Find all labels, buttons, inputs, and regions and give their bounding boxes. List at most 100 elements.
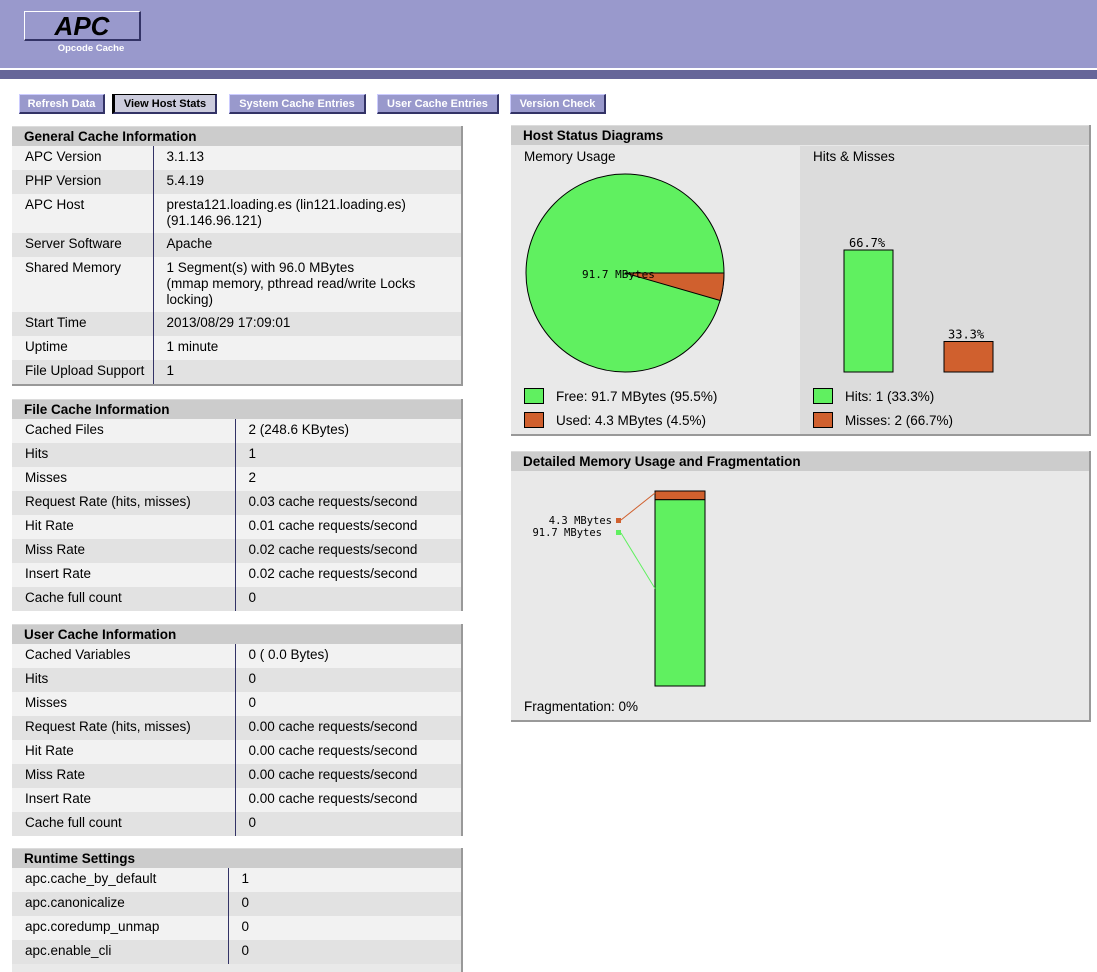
free-leader — [620, 532, 656, 589]
table-row: Start Time 2013/08/29 17:09:01 — [12, 312, 461, 336]
row-key: Insert Rate — [12, 563, 236, 587]
row-key: APC Host — [12, 194, 154, 233]
table-row: Hit Rate 0.00 cache requests/second — [12, 740, 461, 764]
bar-misses — [943, 341, 994, 373]
row-value: 0.00 cache requests/second — [235, 740, 461, 764]
row-value: 0 — [228, 940, 461, 964]
row-value: 2013/08/29 17:09:01 — [153, 312, 461, 336]
row-value: 0 — [235, 692, 461, 716]
logo-subtitle: Opcode Cache — [57, 43, 125, 54]
row-value: Apache — [153, 233, 461, 257]
used-leader — [620, 492, 656, 521]
detailed-memory-panel: Detailed Memory Usage and Fragmentation … — [511, 451, 1091, 722]
table-row: Insert Rate 0.00 cache requests/second — [12, 788, 461, 812]
table-row: Insert Rate 0.02 cache requests/second — [12, 563, 461, 587]
row-key: Miss Rate — [12, 764, 236, 788]
pie-label: 91.7 MBytes — [582, 268, 655, 281]
row-key: PHP Version — [12, 170, 154, 194]
row-value: 0.02 cache requests/second — [235, 539, 461, 563]
fragmentation-chart: 4.3 MBytes 91.7 MBytes — [532, 490, 706, 687]
bar-free — [654, 499, 706, 687]
legend-hits-swatch — [813, 388, 833, 404]
logo-title: APC — [54, 11, 110, 41]
free-label: 91.7 MBytes — [532, 527, 602, 539]
view-host-stats-button[interactable]: View Host Stats — [112, 94, 217, 114]
hits-misses-label: Hits & Misses — [813, 149, 895, 164]
refresh-data-button[interactable]: Refresh Data — [19, 94, 105, 114]
legend-used: Used: 4.3 MBytes (4.5%) — [556, 413, 707, 428]
user-cache-panel: User Cache Information Cached Variables 0… — [12, 624, 463, 836]
user-cache-table: Cached Variables 0 ( 0.0 Bytes) Hits 0 Mis… — [12, 644, 461, 836]
row-value: 0 — [235, 587, 461, 611]
fragmentation-text: Fragmentation: 0% — [524, 699, 639, 714]
row-value: 0.00 cache requests/second — [235, 764, 461, 788]
system-cache-entries-button[interactable]: System Cache Entries — [229, 94, 366, 114]
row-key: apc.canonicalize — [12, 892, 229, 916]
panel-title: User Cache Information — [12, 624, 461, 644]
header: APC Opcode Cache — [0, 0, 1097, 68]
panel-title: Detailed Memory Usage and Fragmentation — [511, 451, 1089, 471]
row-key: Request Rate (hits, misses) — [12, 491, 236, 515]
bar-hits — [843, 249, 894, 373]
row-key: Cached Files — [12, 419, 236, 443]
table-row: Cached Files 2 (248.6 KBytes) — [12, 419, 461, 443]
row-value: 1 — [153, 360, 461, 384]
row-key: Request Rate (hits, misses) — [12, 716, 236, 740]
bar-used — [654, 490, 706, 501]
row-key: Shared Memory — [12, 257, 154, 312]
host-line-1: presta121.loading.es (lin121.loading.es) — [166, 197, 406, 212]
legend-hits: Hits: 1 (33.3%) — [845, 389, 935, 404]
table-row: Hits 0 — [12, 668, 461, 692]
runtime-settings-panel: Runtime Settings apc.cache_by_default 1 a… — [12, 848, 463, 972]
apc-logo: APC — [24, 11, 141, 41]
row-value: 5.4.19 — [153, 170, 461, 194]
panel-title: Host Status Diagrams — [511, 125, 1089, 145]
legend-misses: Misses: 2 (66.7%) — [845, 413, 954, 428]
table-row: Shared Memory 1 Segment(s) with 96.0 MBy… — [12, 257, 461, 312]
shm-line-3: locking) — [166, 292, 214, 307]
table-row: APC Host presta121.loading.es (lin121.lo… — [12, 194, 461, 233]
row-key: Hits — [12, 668, 236, 692]
used-label: 4.3 MBytes — [549, 515, 612, 527]
table-row: Misses 2 — [12, 467, 461, 491]
table-row: Request Rate (hits, misses) 0.03 cache re… — [12, 491, 461, 515]
table-row: Cache full count 0 — [12, 587, 461, 611]
table-row: Server Software Apache — [12, 233, 461, 257]
legend-free: Free: 91.7 MBytes (95.5%) — [556, 389, 718, 404]
row-value: 3.1.13 — [153, 146, 461, 170]
memory-usage-label: Memory Usage — [524, 149, 616, 164]
shm-line-2: (mmap memory, pthread read/write Locks — [166, 276, 416, 291]
host-status-panel: Host Status Diagrams Memory Usage Hits &… — [511, 125, 1091, 436]
row-key: Cache full count — [12, 812, 236, 836]
row-value: 0 — [235, 668, 461, 692]
row-value: 0.01 cache requests/second — [235, 515, 461, 539]
table-row: APC Version 3.1.13 — [12, 146, 461, 170]
table-row: apc.coredump_unmap 0 — [12, 916, 461, 940]
table-row: Miss Rate 0.02 cache requests/second — [12, 539, 461, 563]
panel-title: Runtime Settings — [12, 848, 461, 868]
row-value: 2 — [235, 467, 461, 491]
row-value: 1 minute — [153, 336, 461, 360]
row-value: 0 — [235, 812, 461, 836]
row-key: apc.cache_by_default — [12, 868, 229, 892]
used-marker — [616, 518, 621, 523]
row-value: 2 (248.6 KBytes) — [235, 419, 461, 443]
row-key: Hits — [12, 443, 236, 467]
row-value: 0.00 cache requests/second — [235, 716, 461, 740]
row-key: Misses — [12, 467, 236, 491]
row-key: Cached Variables — [12, 644, 236, 668]
user-cache-entries-button[interactable]: User Cache Entries — [377, 94, 499, 114]
row-value: 0.02 cache requests/second — [235, 563, 461, 587]
hits-misses-chart: 66.7% 33.3% — [843, 236, 994, 373]
row-key: Hit Rate — [12, 740, 236, 764]
row-value: 1 Segment(s) with 96.0 MBytes (mmap memo… — [153, 257, 461, 312]
table-row: apc.canonicalize 0 — [12, 892, 461, 916]
table-row: File Upload Support 1 — [12, 360, 461, 384]
row-value: presta121.loading.es (lin121.loading.es)… — [153, 194, 461, 233]
version-check-button[interactable]: Version Check — [510, 94, 606, 114]
table-row: Cached Variables 0 ( 0.0 Bytes) — [12, 644, 461, 668]
file-cache-table: Cached Files 2 (248.6 KBytes) Hits 1 Misse… — [12, 419, 461, 611]
free-marker — [616, 530, 621, 535]
panel-title: File Cache Information — [12, 399, 461, 419]
bar-label-hits: 66.7% — [849, 236, 886, 250]
